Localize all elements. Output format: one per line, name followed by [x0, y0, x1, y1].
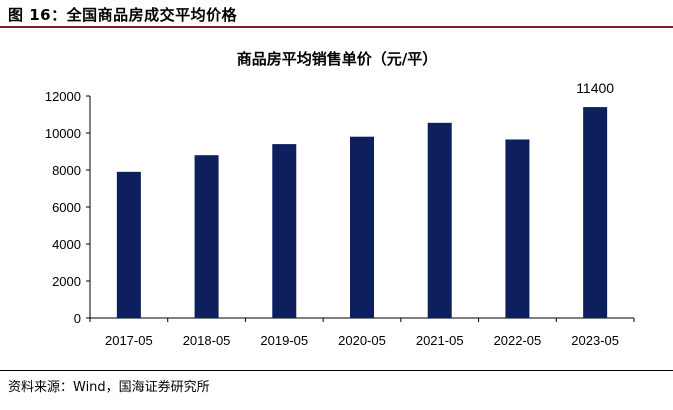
source-note: 资料来源：Wind，国海证券研究所: [8, 380, 210, 395]
axes: 0 2000 4000 6000 8000 10000 12000: [45, 89, 635, 326]
labels: 2017-05 2018-05 2019-05 2020-05 2021-05 2022-…: [105, 80, 619, 348]
bar-chart: 商品房平均销售单价（元/平） 0 2000 4000 6000 8000 10000 120…: [45, 50, 635, 348]
x-tick-label: 2023-05: [571, 333, 619, 348]
x-tick-label: 2019-05: [260, 333, 308, 348]
bar-2022-05: [505, 139, 530, 318]
bar-2020-05: [350, 136, 374, 318]
bar-2019-05: [272, 144, 297, 318]
y-tick-label: 12000: [45, 89, 81, 104]
x-tick-label: 2021-05: [416, 333, 464, 348]
figure-title: 图 16：全国商品房成交平均价格: [8, 6, 238, 24]
data-label: 11400: [576, 80, 614, 96]
chart-title: 商品房平均销售单价（元/平）: [237, 50, 437, 68]
y-tick-label: 6000: [52, 200, 81, 215]
x-tick-label: 2018-05: [183, 333, 231, 348]
bars: [116, 107, 608, 318]
bottom-rule: [0, 370, 673, 371]
bar-2021-05: [427, 122, 452, 318]
bar-2023-05: [583, 107, 608, 318]
y-tick-label: 0: [74, 311, 81, 326]
x-tick-label: 2022-05: [494, 333, 542, 348]
x-tick-label: 2017-05: [105, 333, 153, 348]
bar-2018-05: [194, 155, 219, 318]
y-tick-label: 2000: [52, 274, 81, 289]
top-rule: [0, 26, 673, 28]
x-tick-label: 2020-05: [338, 333, 386, 348]
y-tick-label: 4000: [52, 237, 81, 252]
bar-2017-05: [116, 171, 141, 318]
y-tick-label: 8000: [52, 163, 81, 178]
y-tick-label: 10000: [45, 126, 81, 141]
